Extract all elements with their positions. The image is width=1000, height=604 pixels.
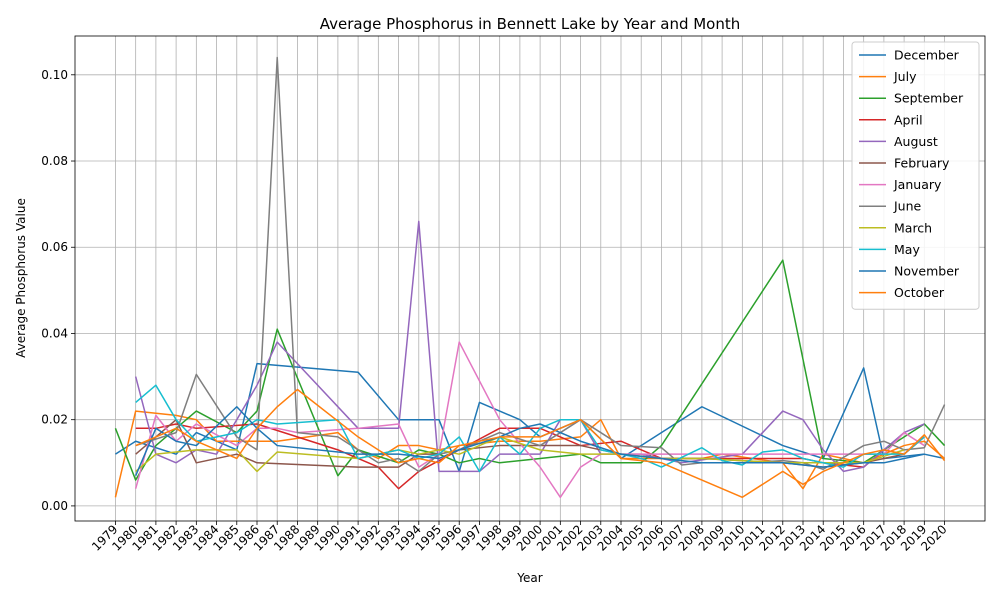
legend-label: August	[894, 134, 938, 149]
legend-label: April	[894, 112, 923, 127]
legend-label: February	[894, 156, 950, 171]
chart-title: Average Phosphorus in Bennett Lake by Ye…	[320, 15, 741, 33]
legend-label: July	[893, 69, 917, 84]
series-line-january	[134, 341, 925, 499]
y-tick-label: 0.06	[41, 240, 68, 254]
x-axis-label: Year	[516, 571, 542, 585]
series-line-september	[114, 259, 946, 481]
y-axis: 0.00 0.02 0.04 0.06 0.08 0.10	[41, 68, 75, 513]
legend-label: October	[894, 285, 945, 300]
legend-label: March	[894, 220, 932, 235]
legend-label: May	[894, 242, 920, 257]
legend-label: December	[894, 48, 960, 63]
series-line-october	[135, 388, 946, 499]
y-tick-label: 0.00	[41, 499, 68, 513]
legend-label: June	[893, 199, 922, 214]
series-line-march	[135, 436, 905, 473]
y-tick-label: 0.10	[41, 68, 68, 82]
y-tick-label: 0.04	[41, 326, 68, 340]
y-tick-label: 0.08	[41, 154, 68, 168]
series-line-may	[135, 384, 925, 473]
legend-label: January	[893, 177, 942, 192]
series-line-june	[135, 56, 946, 473]
legend-label: September	[894, 91, 964, 106]
series-lines	[114, 56, 946, 499]
y-axis-label: Average Phosphorus Value	[14, 198, 28, 358]
y-tick-label: 0.02	[41, 413, 68, 427]
legend: December July September April August February…	[851, 41, 980, 310]
legend-label: November	[894, 264, 960, 279]
series-line-july	[114, 410, 946, 498]
legend-box	[851, 41, 980, 310]
series-line-november	[134, 406, 925, 477]
plot-area-frame	[74, 35, 986, 522]
